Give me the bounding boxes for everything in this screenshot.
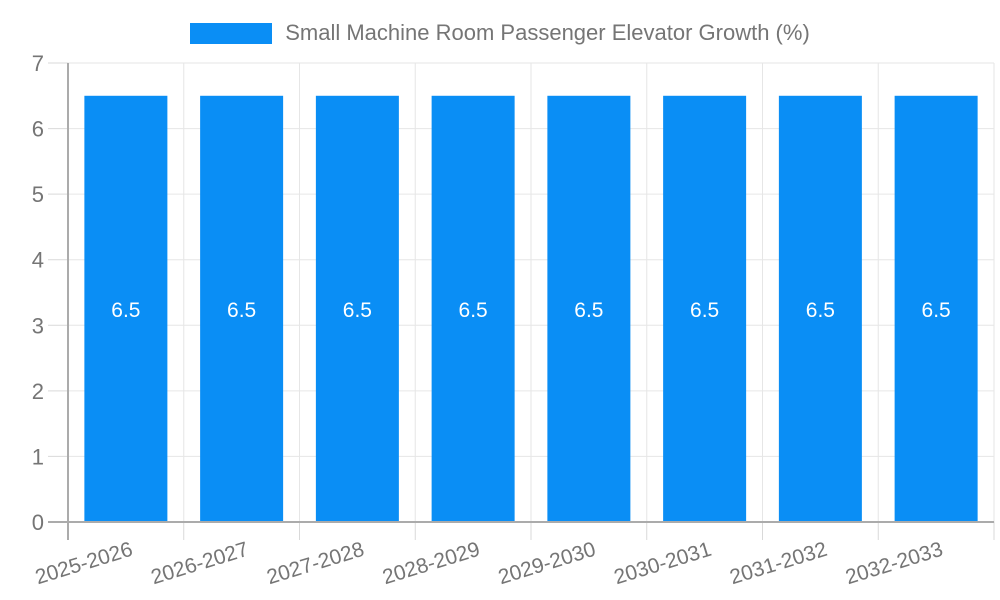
bar-value-label: 6.5 [922, 299, 951, 322]
bar-value-label: 6.5 [574, 299, 603, 322]
y-axis-label: 1 [32, 444, 44, 469]
y-axis-label: 3 [32, 313, 44, 338]
y-axis-label: 5 [32, 182, 44, 207]
y-axis-label: 6 [32, 117, 44, 142]
x-axis-label: 2028-2029 [380, 538, 483, 589]
x-axis-label: 2030-2031 [611, 538, 714, 589]
x-axis-label: 2031-2032 [727, 538, 830, 589]
bar-value-label: 6.5 [806, 299, 835, 322]
y-axis-label: 7 [32, 51, 44, 76]
legend: Small Machine Room Passenger Elevator Gr… [0, 20, 1000, 46]
bar [315, 95, 399, 523]
y-axis-label: 4 [32, 248, 44, 273]
bar [894, 95, 978, 523]
x-axis-label: 2032-2033 [843, 538, 946, 589]
bar [547, 95, 631, 523]
bar [200, 95, 284, 523]
y-axis-label: 0 [32, 510, 44, 535]
bar-value-label: 6.5 [111, 299, 140, 322]
bar-value-label: 6.5 [690, 299, 719, 322]
bar-value-label: 6.5 [227, 299, 256, 322]
bar [84, 95, 168, 523]
bar [778, 95, 862, 523]
legend-swatch [190, 22, 273, 44]
x-axis-label: 2027-2028 [264, 538, 367, 589]
bar-value-label: 6.5 [459, 299, 488, 322]
bar-value-label: 6.5 [343, 299, 372, 322]
bar [431, 95, 515, 523]
legend-label: Small Machine Room Passenger Elevator Gr… [285, 20, 810, 45]
x-axis-label: 2026-2027 [148, 538, 251, 589]
x-axis-label: 2029-2030 [496, 538, 599, 589]
y-axis-label: 2 [32, 379, 44, 404]
bar [663, 95, 747, 523]
x-axis-label: 2025-2026 [33, 538, 136, 589]
